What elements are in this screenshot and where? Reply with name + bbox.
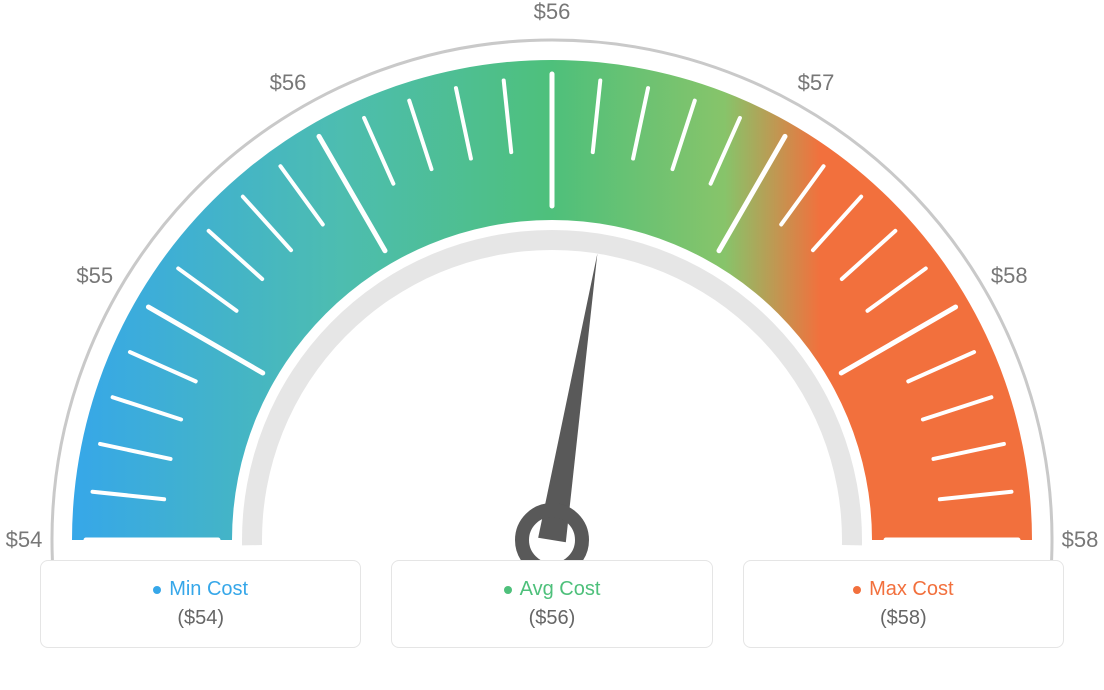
legend-dot-avg	[504, 586, 512, 594]
gauge-tick-label: $58	[991, 263, 1028, 289]
legend-label-avg: Avg Cost	[520, 578, 601, 601]
gauge-tick-label: $55	[76, 263, 113, 289]
legend-label-min: Min Cost	[169, 578, 248, 601]
gauge-tick-label: $57	[798, 70, 835, 96]
legend-card-max: Max Cost ($58)	[743, 560, 1064, 648]
legend-title-max: Max Cost	[853, 578, 953, 601]
legend-card-min: Min Cost ($54)	[40, 560, 361, 648]
legend-dot-min	[153, 586, 161, 594]
legend-card-avg: Avg Cost ($56)	[391, 560, 712, 648]
gauge-tick-label: $58	[1062, 527, 1099, 553]
gauge-tick-label: $54	[6, 527, 43, 553]
legend-row: Min Cost ($54) Avg Cost ($56) Max Cost (…	[0, 560, 1104, 648]
legend-label-max: Max Cost	[869, 578, 953, 601]
legend-value-avg: ($56)	[529, 607, 576, 630]
gauge-tick-label: $56	[534, 0, 571, 25]
legend-value-max: ($58)	[880, 607, 927, 630]
legend-dot-max	[853, 586, 861, 594]
legend-title-min: Min Cost	[153, 578, 248, 601]
gauge-svg	[0, 0, 1104, 560]
legend-title-avg: Avg Cost	[504, 578, 601, 601]
gauge-tick-label: $56	[270, 70, 307, 96]
gauge-chart: $54 $55 $56 $56 $57 $58 $58	[0, 0, 1104, 560]
legend-value-min: ($54)	[177, 607, 224, 630]
